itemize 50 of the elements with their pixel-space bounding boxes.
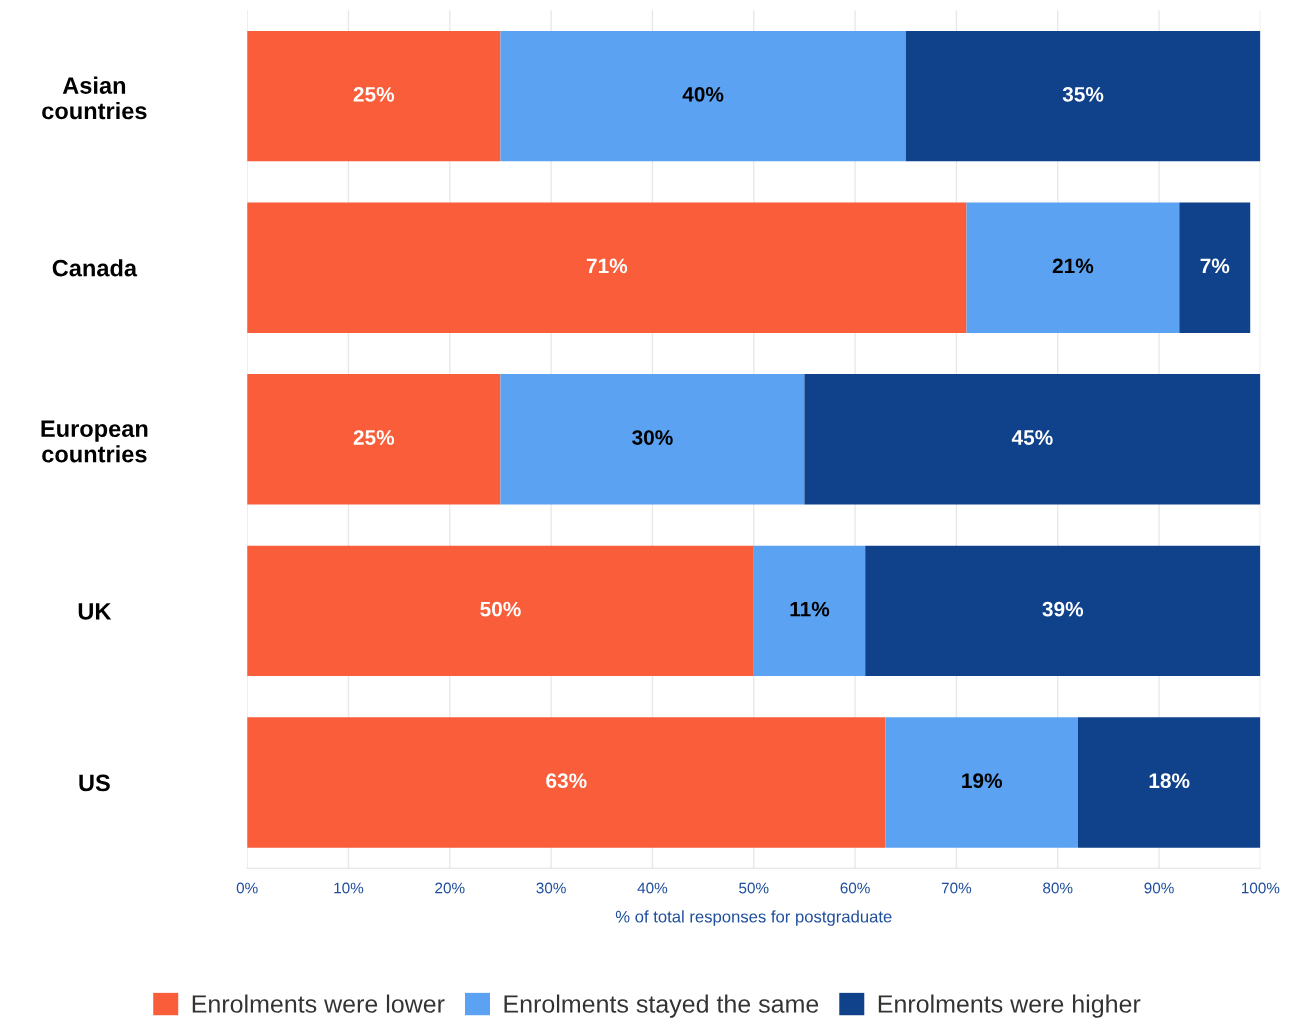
data-label: 18% (1149, 773, 1190, 789)
bar (500, 374, 805, 505)
data-label: 11% (790, 601, 830, 617)
x-tick-label: 90% (1144, 882, 1174, 894)
data-label: 63% (546, 773, 587, 789)
x-tick-label: 40% (637, 882, 668, 894)
x-tick-label: 60% (840, 882, 870, 894)
bar (247, 545, 754, 677)
x-axis-title: % of total responses for postgraduate (615, 910, 892, 926)
x-tick-label: 10% (334, 882, 364, 894)
bar (753, 545, 866, 677)
y-tick-label: US (79, 774, 110, 792)
x-tick-label: 70% (941, 882, 972, 894)
x-tick-label: 30% (536, 882, 566, 894)
data-label: 71% (586, 258, 628, 274)
x-tick-label: 80% (1043, 882, 1073, 894)
y-tick-label: UK (78, 603, 112, 620)
bar (885, 717, 1078, 848)
bar (1077, 717, 1261, 848)
data-label: 45% (1011, 430, 1053, 445)
bar (804, 374, 1261, 505)
bar (247, 374, 501, 505)
y-tick-label: European countries (41, 420, 148, 463)
bar (247, 30, 501, 162)
x-tick-label: 0% (236, 882, 258, 894)
data-label: 39% (1042, 601, 1084, 617)
data-label: 50% (480, 601, 521, 617)
bar (905, 30, 1261, 162)
bar (966, 202, 1180, 333)
data-label: 19% (962, 773, 1003, 789)
data-label: 35% (1062, 86, 1104, 102)
x-tick-label: 50% (739, 882, 769, 894)
x-tick-label: 100% (1241, 882, 1280, 894)
bar (865, 545, 1261, 677)
data-label: 25% (353, 86, 395, 102)
data-label: 21% (1052, 258, 1094, 274)
data-label: 40% (682, 86, 724, 102)
bar (247, 717, 886, 848)
y-tick-label: Asian countries (42, 76, 147, 120)
data-label: 7% (1200, 258, 1230, 274)
bar (1179, 202, 1251, 333)
data-label: 25% (353, 430, 395, 445)
legend-label: Enrolments were lower (192, 994, 445, 1013)
legend-label: Enrolments were higher (878, 994, 1141, 1018)
legend-label: Enrolments stayed the same (504, 994, 819, 1018)
bar (500, 30, 906, 162)
y-tick-label: Canada (52, 259, 138, 277)
x-tick-label: 20% (435, 882, 465, 894)
bar (247, 202, 967, 333)
data-label: 30% (632, 430, 673, 445)
